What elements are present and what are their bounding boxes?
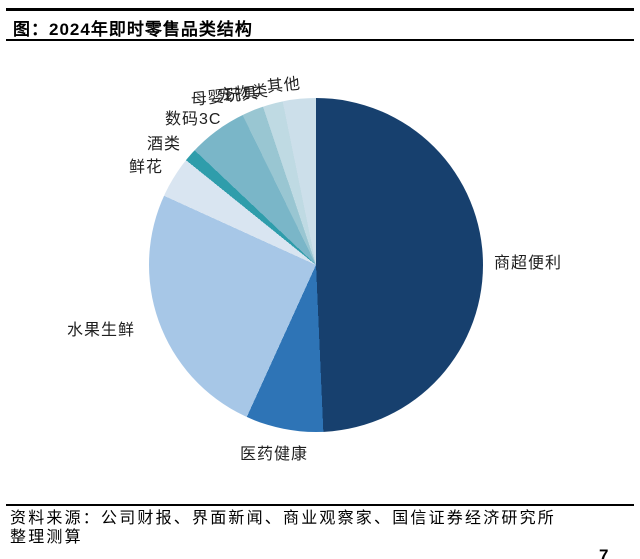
pie — [149, 98, 483, 432]
pie-label-jiulei: 酒类 — [147, 136, 182, 153]
pie-label-shuiguo-shengxian: 水果生鲜 — [67, 322, 136, 339]
pie-label-shangchao-bianli: 商超便利 — [494, 255, 563, 272]
figure-title: 图：2024年即时零售品类结构 — [13, 20, 253, 39]
page-number: 7 — [599, 546, 609, 559]
pie-label-chongwu-lei: 宠物类 — [217, 82, 270, 106]
footer-rule — [6, 504, 634, 506]
source-note: 资料来源：公司财报、界面新闻、商业观察家、国信证券经济研究所整理测算 — [10, 510, 557, 546]
pie-label-yiyao-jiankang: 医药健康 — [240, 446, 309, 463]
pie-label-shuma-3c: 数码3C — [165, 111, 222, 128]
header-top-rule — [6, 8, 634, 11]
pie-label-qita: 其他 — [266, 75, 302, 97]
header-bottom-rule — [6, 39, 634, 41]
pie-label-xianhua: 鲜花 — [129, 159, 164, 176]
